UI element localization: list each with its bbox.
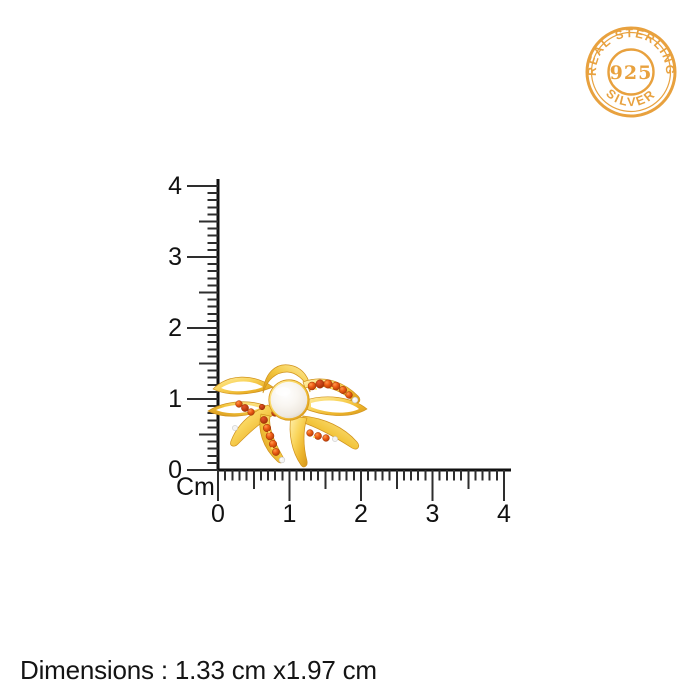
sterling-925-badge: REAL STERLING SILVER 925 — [585, 26, 677, 118]
badge-925-text: 925 — [610, 62, 653, 84]
v-ruler-label-4: 4 — [168, 172, 182, 200]
gold-prong-dots — [268, 387, 333, 449]
v-ruler-label-0: 0 — [168, 456, 182, 484]
badge-center-circle — [607, 48, 655, 96]
v-ruler-label-2: 2 — [168, 314, 182, 342]
badge-outer-ring — [585, 26, 677, 118]
h-ruler-label-0: 0 — [211, 500, 225, 528]
v-ruler-label-1: 1 — [168, 385, 182, 413]
ruler-unit-label: Cm — [176, 473, 215, 501]
diamond-accents — [232, 396, 359, 464]
h-ruler-label-4: 4 — [497, 500, 511, 528]
h-ruler-label-1: 1 — [282, 500, 297, 528]
badge-bottom-text-curve: SILVER — [603, 86, 658, 109]
product-photo — [207, 364, 368, 468]
pearl-highlight — [275, 387, 291, 396]
pearl — [268, 379, 310, 421]
v-ruler-label-3: 3 — [168, 243, 182, 271]
h-ruler-label-3: 3 — [425, 500, 440, 528]
dimensions-text: Dimensions : 1.33 cm x1.97 cm — [20, 655, 377, 685]
h-ruler-label-2: 2 — [354, 500, 368, 528]
badge-inner-ring — [590, 31, 672, 113]
pearl-body — [270, 381, 308, 419]
